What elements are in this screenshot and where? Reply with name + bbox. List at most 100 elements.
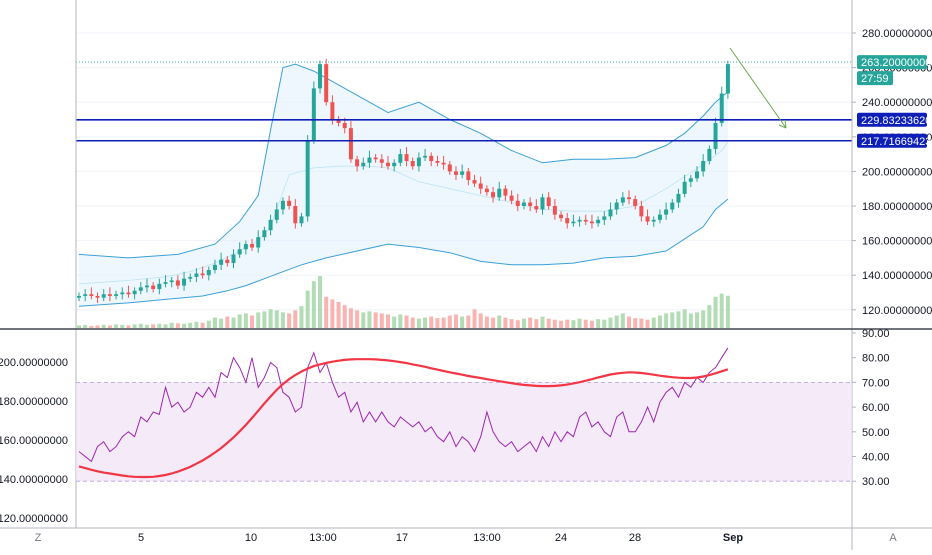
- volume-bar: [608, 317, 613, 328]
- candle: [651, 216, 656, 227]
- volume-bar: [521, 318, 526, 328]
- candle-body: [379, 159, 384, 163]
- candle: [144, 278, 149, 293]
- candle: [676, 188, 681, 208]
- volume-bar: [206, 320, 211, 328]
- candle: [182, 271, 187, 291]
- volume-bar: [670, 312, 675, 328]
- volume-bar: [386, 314, 390, 328]
- candle-body: [627, 197, 632, 200]
- candle-body: [583, 219, 588, 222]
- volume-bar: [169, 322, 174, 328]
- candle-body: [305, 140, 310, 217]
- candle: [120, 287, 125, 300]
- volume-bar: [367, 311, 372, 328]
- volume-bar: [299, 306, 304, 328]
- candle-body: [169, 280, 174, 283]
- candle: [225, 256, 230, 267]
- time-axis-tick-label: 17: [396, 532, 408, 544]
- volume-bar: [379, 313, 384, 328]
- candle-body: [719, 93, 724, 123]
- candle: [540, 193, 545, 215]
- candle: [157, 278, 162, 295]
- candle-body: [670, 202, 675, 210]
- candle-body: [688, 178, 693, 182]
- candle-body: [571, 221, 576, 224]
- candle-body: [404, 154, 409, 162]
- candle: [107, 287, 112, 302]
- candle: [287, 195, 292, 210]
- candle-body: [441, 162, 446, 165]
- price-axis-tick-label: 140.00000000: [862, 270, 932, 282]
- candle-body: [324, 64, 329, 103]
- candle-body: [725, 64, 730, 94]
- price-badge: 263.20000000: [857, 55, 931, 69]
- candle: [713, 117, 718, 155]
- candle: [101, 289, 106, 302]
- candle-body: [126, 292, 131, 295]
- candle-body: [676, 193, 681, 203]
- volume-bar: [416, 318, 421, 328]
- time-axis-tick-label: 5: [138, 532, 144, 544]
- volume-bar: [583, 319, 588, 328]
- candle: [627, 190, 632, 205]
- candle: [453, 166, 458, 181]
- volume-bar: [515, 320, 520, 328]
- price-badge-text: 27:59: [861, 73, 889, 85]
- volume-bar: [404, 315, 409, 328]
- candle-body: [639, 206, 644, 217]
- left-axis-tick-label: 120.00000000: [0, 513, 68, 525]
- candle-body: [77, 295, 81, 298]
- price-badge: 217.71669423: [857, 133, 931, 148]
- volume-bar: [639, 318, 644, 328]
- candle: [441, 155, 446, 170]
- candle-body: [565, 218, 570, 224]
- candle-body: [484, 188, 489, 193]
- volume-bar: [534, 319, 539, 328]
- candle: [416, 152, 421, 172]
- candle-body: [416, 157, 421, 167]
- candle-body: [114, 294, 119, 296]
- candle: [367, 150, 372, 168]
- left-axis-tick-label: 180.00000000: [0, 396, 68, 408]
- candle-body: [299, 216, 304, 224]
- candle: [126, 285, 131, 298]
- left-axis-tick-label: 200.00000000: [0, 357, 68, 369]
- volume-bar: [528, 317, 533, 328]
- volume-bar: [410, 317, 415, 328]
- candle: [151, 282, 156, 293]
- volume-bar: [645, 319, 650, 328]
- volume-bar: [225, 316, 230, 328]
- candle-body: [453, 171, 458, 175]
- candle-body: [546, 197, 551, 206]
- candle-body: [231, 254, 236, 264]
- time-axis-tick-label: 24: [555, 532, 567, 544]
- candle-body: [367, 157, 372, 163]
- candle: [348, 121, 353, 163]
- candle-body: [355, 159, 360, 167]
- candle: [608, 202, 613, 220]
- candle: [460, 164, 465, 179]
- volume-bar: [571, 320, 576, 328]
- candle-body: [206, 270, 211, 276]
- candle: [83, 289, 88, 302]
- candle: [95, 292, 100, 303]
- candle-body: [392, 162, 397, 167]
- candle-body: [287, 200, 292, 206]
- volume-bar: [540, 316, 545, 328]
- volume-bar: [435, 318, 440, 328]
- volume-bar: [250, 315, 255, 328]
- rsi-axis-tick-label: 40.00: [862, 452, 890, 464]
- timezone-button[interactable]: Z: [35, 532, 42, 544]
- candle-body: [373, 157, 378, 160]
- auto-scale-button[interactable]: A: [889, 532, 897, 544]
- volume-bar: [287, 313, 292, 328]
- volume-bar: [565, 319, 570, 328]
- volume-bar: [243, 313, 248, 328]
- candle-body: [386, 162, 390, 167]
- price-badge-text: 263.20000000: [861, 57, 931, 69]
- volume-bar: [120, 324, 125, 328]
- volume-bar: [392, 316, 397, 328]
